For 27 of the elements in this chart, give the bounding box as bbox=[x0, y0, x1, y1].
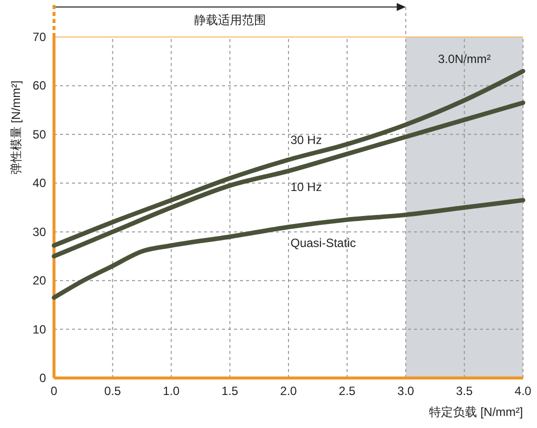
x-tick-label: 2.0 bbox=[280, 384, 298, 398]
x-tick-label: 3.0 bbox=[397, 384, 414, 398]
y-tick-label: 60 bbox=[32, 78, 46, 93]
y-tick-label: 10 bbox=[32, 322, 46, 336]
y-tick-label: 70 bbox=[32, 30, 46, 44]
y-tick-label: 0 bbox=[39, 371, 46, 385]
line-series bbox=[52, 68, 526, 248]
x-tick-label: 4.0 bbox=[514, 384, 532, 398]
x-tick-label: 0 bbox=[50, 384, 58, 398]
series-label: 30 Hz bbox=[290, 132, 322, 147]
y-axis-title: 弹性模量 [N/mm²] bbox=[9, 80, 23, 174]
x-tick-label: 2.5 bbox=[338, 384, 356, 398]
y-tick-label: 50 bbox=[32, 127, 46, 142]
x-axis-title: 特定负载 [N/mm²] bbox=[429, 405, 523, 419]
text: 静载适用范围 bbox=[194, 13, 266, 27]
line-series bbox=[52, 198, 526, 300]
x-tick-label: 1.5 bbox=[222, 384, 239, 398]
y-tick-label: 30 bbox=[32, 224, 46, 239]
band-label: 3.0N/mm² bbox=[438, 52, 491, 66]
y-tick-label: 40 bbox=[32, 176, 46, 190]
x-tick-label: 0.5 bbox=[104, 384, 122, 398]
y-tick-label: 20 bbox=[32, 274, 46, 288]
series-label: Quasi-Static bbox=[290, 236, 356, 250]
x-tick-label: 1.0 bbox=[162, 384, 180, 398]
line-series bbox=[52, 100, 526, 258]
series-label: 10 Hz bbox=[290, 180, 322, 194]
x-tick-label: 3.5 bbox=[456, 384, 474, 398]
